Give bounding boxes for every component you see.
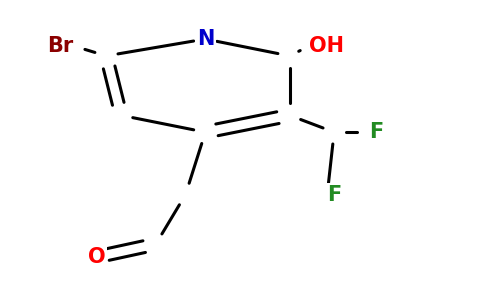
Text: OH: OH [309, 36, 345, 56]
Text: O: O [88, 247, 105, 267]
Text: Br: Br [47, 36, 74, 56]
Text: F: F [327, 184, 341, 205]
Text: N: N [197, 29, 214, 49]
Text: F: F [369, 122, 383, 142]
